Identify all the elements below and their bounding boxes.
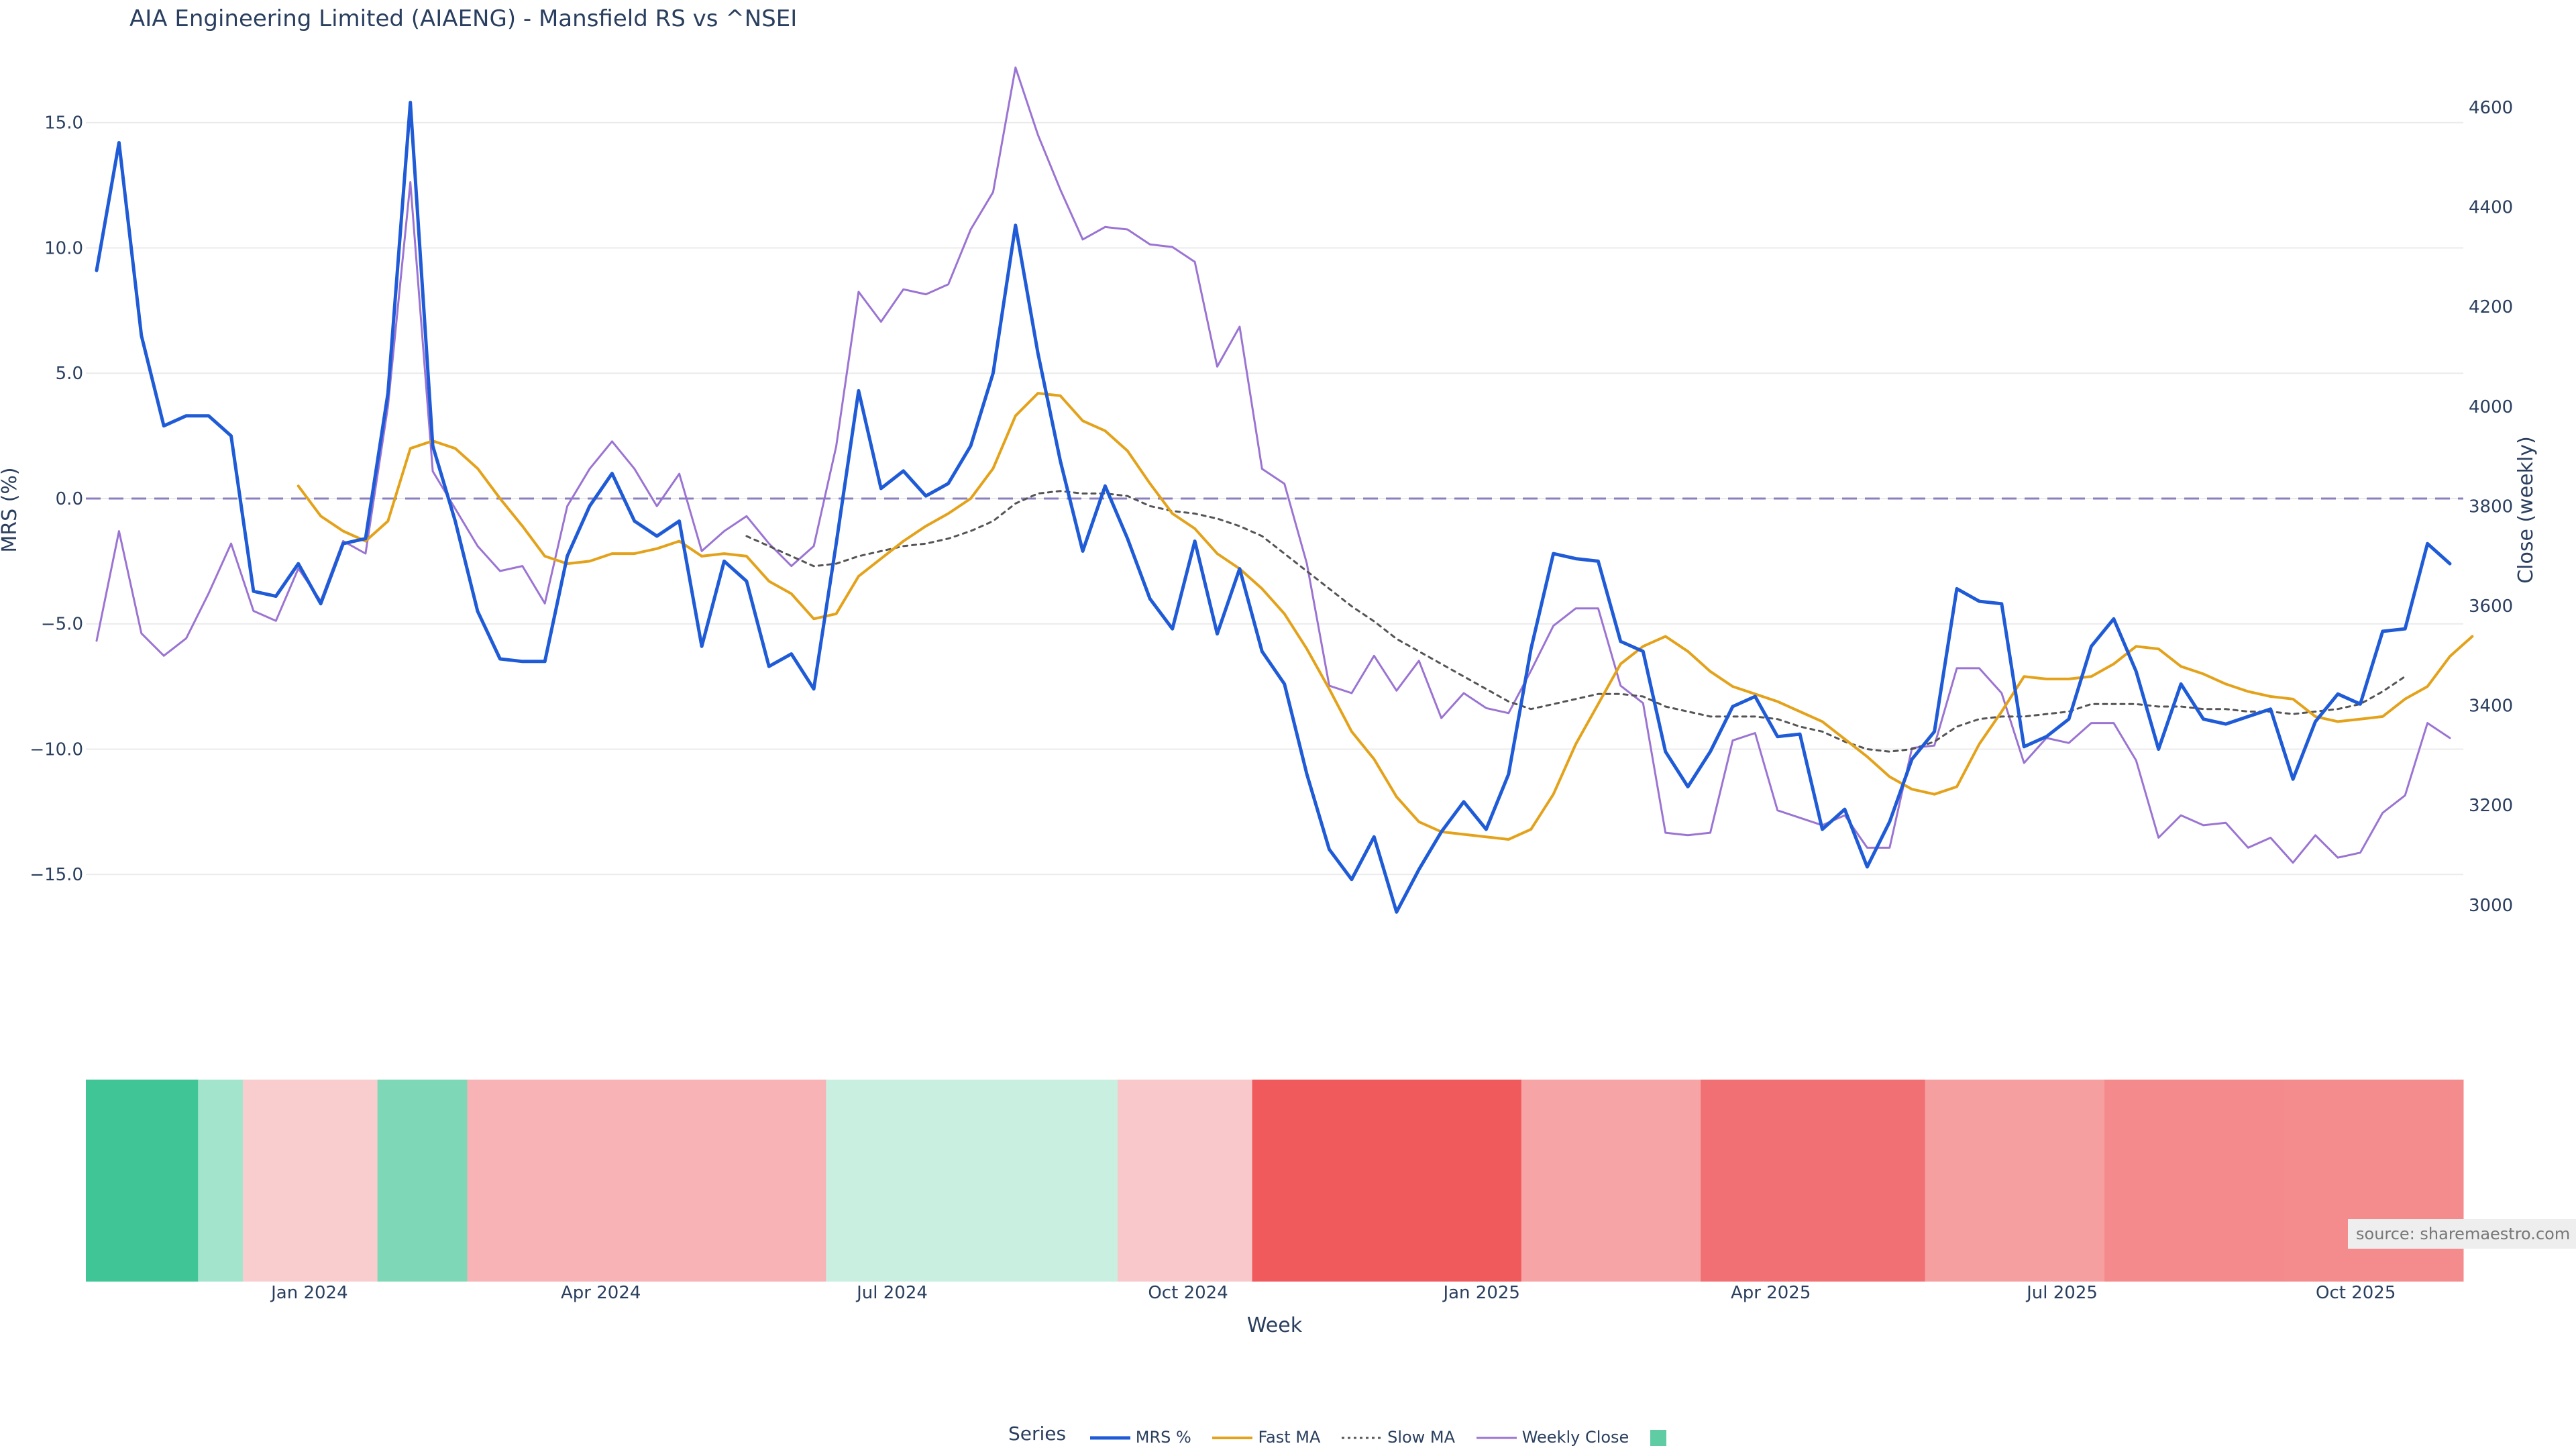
y-left-tick-label: 5.0 (56, 364, 83, 384)
y-axis-left-title: MRS (%) (0, 467, 21, 552)
legend-title: Series (1008, 1422, 1067, 1445)
x-tick-label: Jul 2024 (855, 1283, 928, 1303)
x-axis-title: Week (1247, 1314, 1303, 1337)
heatmap-cell (826, 1080, 1118, 1282)
heatmap-cell (1252, 1080, 1522, 1282)
legend: Series MRS % Fast MA Slow MA Weekly Clos… (1008, 1422, 1682, 1452)
y-right-tick-label: 3000 (2469, 896, 2513, 916)
x-tick-label: Apr 2025 (1731, 1283, 1811, 1303)
heatmap-cell (1521, 1080, 1701, 1282)
y-right-tick-label: 3200 (2469, 796, 2513, 816)
heatmap-strip (86, 1080, 2464, 1282)
legend-item-slow-ma[interactable]: Slow MA (1342, 1428, 1455, 1447)
y-left-tick-label: −15.0 (30, 865, 83, 885)
legend-item-heatmap[interactable] (1650, 1428, 1666, 1447)
y-left-tick-label: 10.0 (44, 238, 83, 258)
y-axis-right: 4600 4400 4200 4000 3800 3600 3400 3200 3000 (2469, 98, 2513, 916)
x-tick-label: Oct 2025 (2316, 1283, 2396, 1303)
series-line-fast-ma (297, 392, 2474, 841)
y-left-tick-label: −5.0 (41, 615, 83, 635)
heatmap-cell (1117, 1080, 1253, 1282)
series-lines (95, 66, 2474, 914)
legend-item-mrs[interactable]: MRS % (1089, 1428, 1191, 1447)
chart-title: AIA Engineering Limited (AIAENG) - Mansf… (129, 5, 798, 32)
source-label: source: sharemaestro.com (2348, 1219, 2576, 1249)
legend-label: Fast MA (1258, 1428, 1321, 1447)
y-axis-right-title: Close (weekly) (2514, 436, 2538, 584)
x-tick-label: Jan 2025 (1442, 1283, 1520, 1303)
y-right-tick-label: 4400 (2469, 198, 2513, 218)
series-line-weekly-close (95, 66, 2451, 864)
series-line-mrs (95, 101, 2452, 914)
y-right-tick-label: 4600 (2469, 98, 2513, 118)
x-tick-label: Jan 2024 (270, 1283, 348, 1303)
legend-swatch (1650, 1430, 1666, 1446)
y-right-tick-label: 3600 (2469, 597, 2513, 617)
x-tick-label: Jul 2025 (2025, 1283, 2098, 1303)
y-right-tick-label: 4000 (2469, 397, 2513, 417)
y-right-tick-label: 3400 (2469, 696, 2513, 717)
legend-label: MRS % (1135, 1428, 1191, 1447)
y-right-tick-label: 4200 (2469, 297, 2513, 317)
heatmap-cell (2284, 1080, 2464, 1282)
heatmap-cell (377, 1080, 468, 1282)
y-left-tick-label: 0.0 (56, 489, 83, 509)
legend-label: Slow MA (1387, 1428, 1456, 1447)
y-left-tick-label: 15.0 (44, 113, 83, 134)
series-line-slow-ma (745, 490, 2406, 753)
x-tick-label: Apr 2024 (561, 1283, 641, 1303)
y-right-tick-label: 3800 (2469, 497, 2513, 517)
y-axis-left: 15.0 10.0 5.0 0.0 −5.0 −10.0 −15.0 (30, 113, 83, 886)
heatmap-cell (86, 1080, 199, 1282)
legend-item-weekly-close[interactable]: Weekly Close (1476, 1428, 1629, 1447)
heatmap-cell (2104, 1080, 2285, 1282)
y-left-tick-label: −10.0 (30, 739, 83, 760)
heatmap-cell (198, 1080, 244, 1282)
legend-item-fast-ma[interactable]: Fast MA (1212, 1428, 1320, 1447)
heatmap-cell (467, 1080, 826, 1282)
heatmap-cell (1925, 1080, 2105, 1282)
legend-label: Weekly Close (1521, 1428, 1629, 1447)
heatmap-cell (1701, 1080, 1926, 1282)
x-axis: Jan 2024 Apr 2024 Jul 2024 Oct 2024 Jan 2025… (270, 1283, 2396, 1303)
x-tick-label: Oct 2024 (1148, 1283, 1228, 1303)
heatmap-cell (243, 1080, 378, 1282)
